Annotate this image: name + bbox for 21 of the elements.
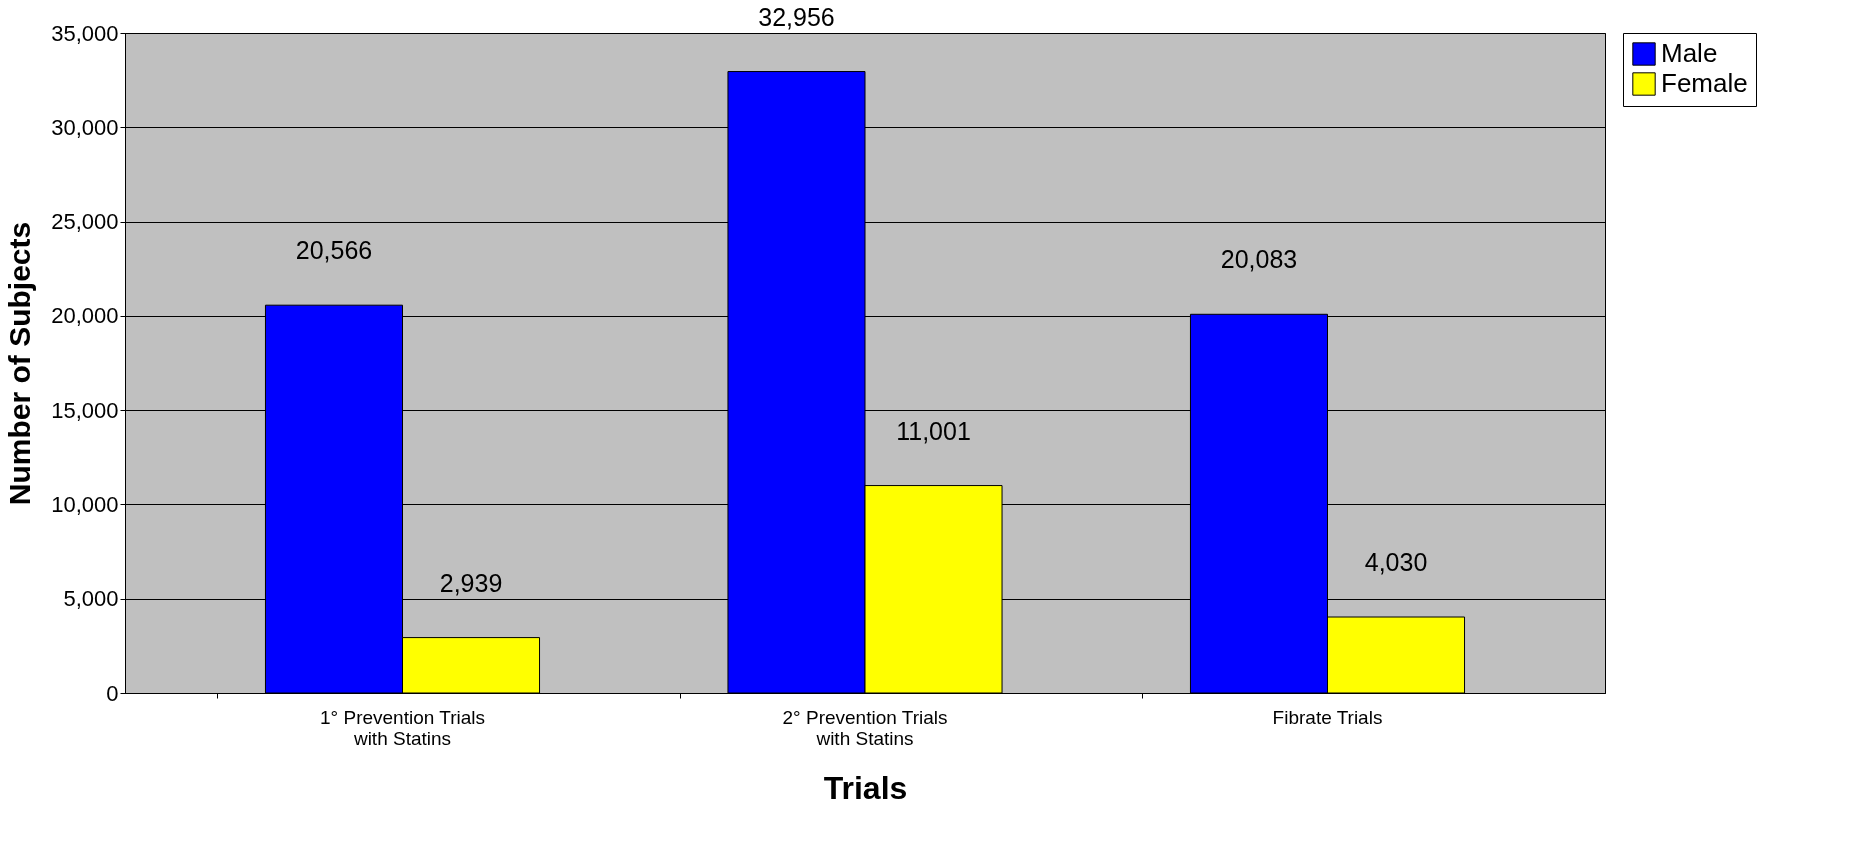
x-tick-label: Fibrate Trials <box>1272 706 1383 728</box>
data-label: 20,566 <box>295 236 373 265</box>
x-tick-label: 2° Prevention Trials with Statins <box>782 706 948 749</box>
legend-label: Female <box>1661 68 1748 98</box>
y-tick-label: 0 <box>106 680 119 706</box>
data-label: 4,030 <box>1364 548 1428 577</box>
data-label: 11,001 <box>896 416 971 445</box>
y-tick-label: 10,000 <box>51 491 119 517</box>
data-label: 20,083 <box>1220 245 1298 274</box>
legend-label: Male <box>1661 38 1718 68</box>
y-tick-label: 5,000 <box>63 586 119 612</box>
data-label: 32,956 <box>758 2 835 31</box>
y-tick-label: 35,000 <box>51 20 119 46</box>
y-tick-label: 15,000 <box>51 397 119 423</box>
x-tick-label: 1° Prevention Trials with Statins <box>320 706 485 749</box>
y-tick-label: 20,000 <box>51 303 119 329</box>
y-tick-label: 25,000 <box>51 209 119 235</box>
data-label: 2,939 <box>439 568 503 597</box>
y-axis-title: Number of Subjects <box>3 221 37 506</box>
x-axis-title: Trials <box>823 769 908 806</box>
y-tick-label: 30,000 <box>51 114 119 140</box>
